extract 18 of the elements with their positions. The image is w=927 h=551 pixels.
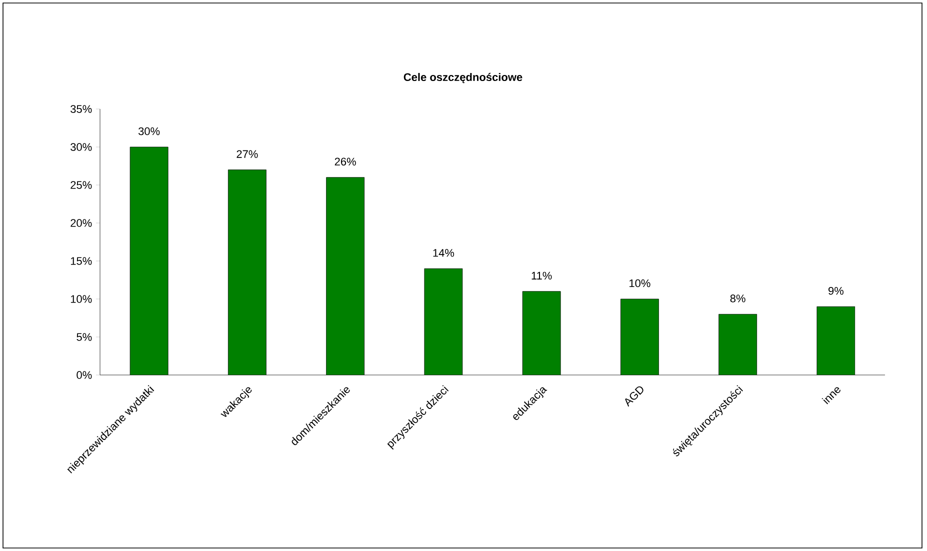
y-tick-label: 35% [70, 105, 92, 113]
chart-title: Cele oszczędnościowe [404, 72, 522, 84]
x-tick-label: inne [822, 387, 840, 404]
y-tick-label: 20% [70, 219, 92, 227]
y-tick-label: 15% [70, 257, 92, 265]
data-label: 30% [138, 127, 160, 136]
data-label: 11% [532, 272, 552, 280]
y-tick-label: 25% [70, 181, 92, 189]
y-tick-label: 5% [76, 333, 92, 341]
y-tick-label: 10% [70, 295, 92, 303]
data-label: 26% [334, 158, 356, 166]
data-label: 10% [630, 279, 650, 288]
data-label: 8% [730, 294, 746, 302]
data-label: 9% [828, 286, 844, 295]
y-tick-label: 30% [70, 143, 92, 151]
data-label: 27% [236, 150, 258, 158]
data-label: 14% [433, 249, 454, 257]
y-tick-label: 0% [76, 371, 92, 379]
